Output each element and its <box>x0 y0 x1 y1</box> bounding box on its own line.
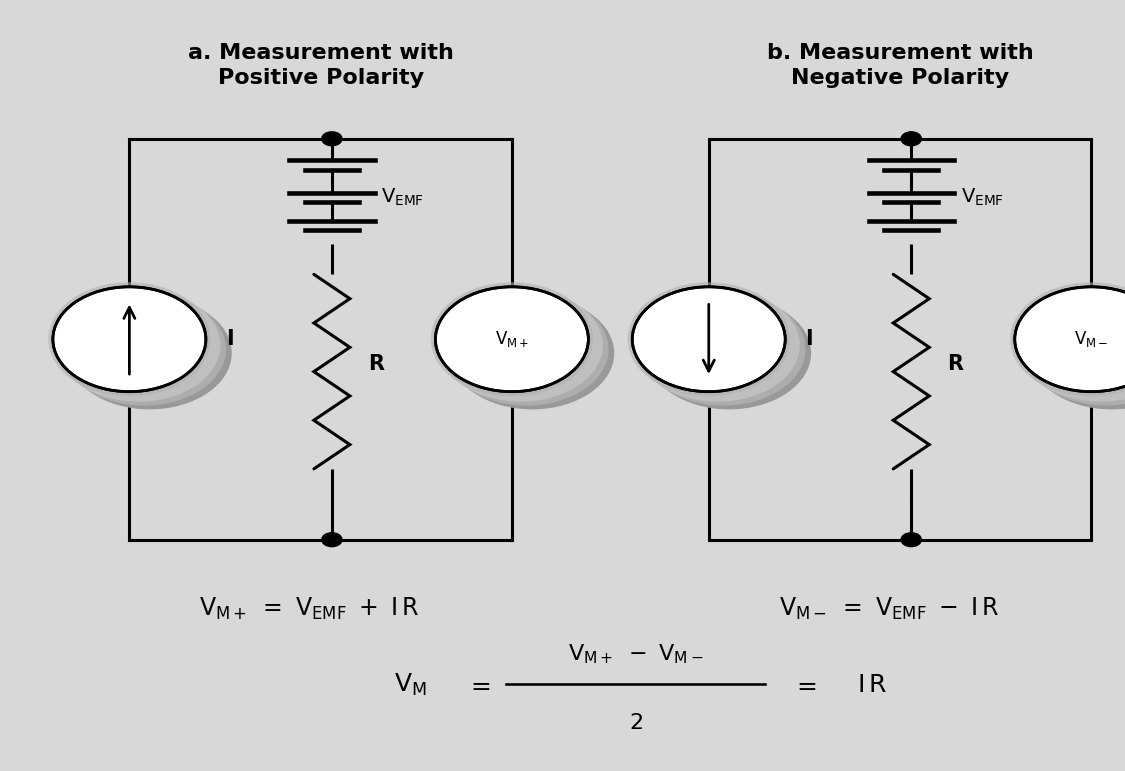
Circle shape <box>636 289 800 402</box>
Text: $\mathsf{V_{M-}}$: $\mathsf{V_{M-}}$ <box>1074 329 1108 349</box>
Text: $\mathsf{=}$: $\mathsf{=}$ <box>466 672 490 697</box>
Text: I: I <box>226 329 234 349</box>
Circle shape <box>632 287 785 392</box>
Text: $\mathsf{V_{M+}\ =\ V_{EMF}\ +\ I\,R}$: $\mathsf{V_{M+}\ =\ V_{EMF}\ +\ I\,R}$ <box>199 596 420 622</box>
Circle shape <box>68 297 232 409</box>
Circle shape <box>1018 289 1125 402</box>
Circle shape <box>62 293 226 406</box>
Text: $\mathsf{V_{M+}\ -\ V_{M-}}$: $\mathsf{V_{M+}\ -\ V_{M-}}$ <box>568 642 703 665</box>
Circle shape <box>647 297 811 409</box>
Text: $\mathsf{V_{M-}\ =\ V_{EMF}\ -\ I\,R}$: $\mathsf{V_{M-}\ =\ V_{EMF}\ -\ I\,R}$ <box>778 596 999 622</box>
Text: $\mathsf{V_M}$: $\mathsf{V_M}$ <box>394 672 428 698</box>
Text: a. Measurement with
Positive Polarity: a. Measurement with Positive Polarity <box>188 43 453 88</box>
Circle shape <box>641 293 806 406</box>
Circle shape <box>901 533 921 547</box>
Text: R: R <box>947 354 963 374</box>
Text: $\mathsf{=}$: $\mathsf{=}$ <box>792 672 817 697</box>
Circle shape <box>439 289 603 402</box>
Text: R: R <box>368 354 384 374</box>
Circle shape <box>322 533 342 547</box>
Circle shape <box>56 289 221 402</box>
Text: $\mathsf{I\,R}$: $\mathsf{I\,R}$ <box>857 672 886 697</box>
Circle shape <box>450 297 614 409</box>
Text: $\mathsf{V_{M+}}$: $\mathsf{V_{M+}}$ <box>495 329 529 349</box>
Circle shape <box>1024 293 1125 406</box>
Circle shape <box>1015 287 1125 392</box>
Circle shape <box>444 293 609 406</box>
Text: I: I <box>806 329 813 349</box>
Circle shape <box>901 132 921 146</box>
Text: $\mathsf{2}$: $\mathsf{2}$ <box>629 713 642 733</box>
Text: $\mathsf{V_{EMF}}$: $\mathsf{V_{EMF}}$ <box>381 187 424 208</box>
Circle shape <box>322 132 342 146</box>
Circle shape <box>435 287 588 392</box>
Text: $\mathsf{V_{EMF}}$: $\mathsf{V_{EMF}}$ <box>961 187 1004 208</box>
Circle shape <box>53 287 206 392</box>
Circle shape <box>1029 297 1125 409</box>
Text: b. Measurement with
Negative Polarity: b. Measurement with Negative Polarity <box>766 43 1034 88</box>
